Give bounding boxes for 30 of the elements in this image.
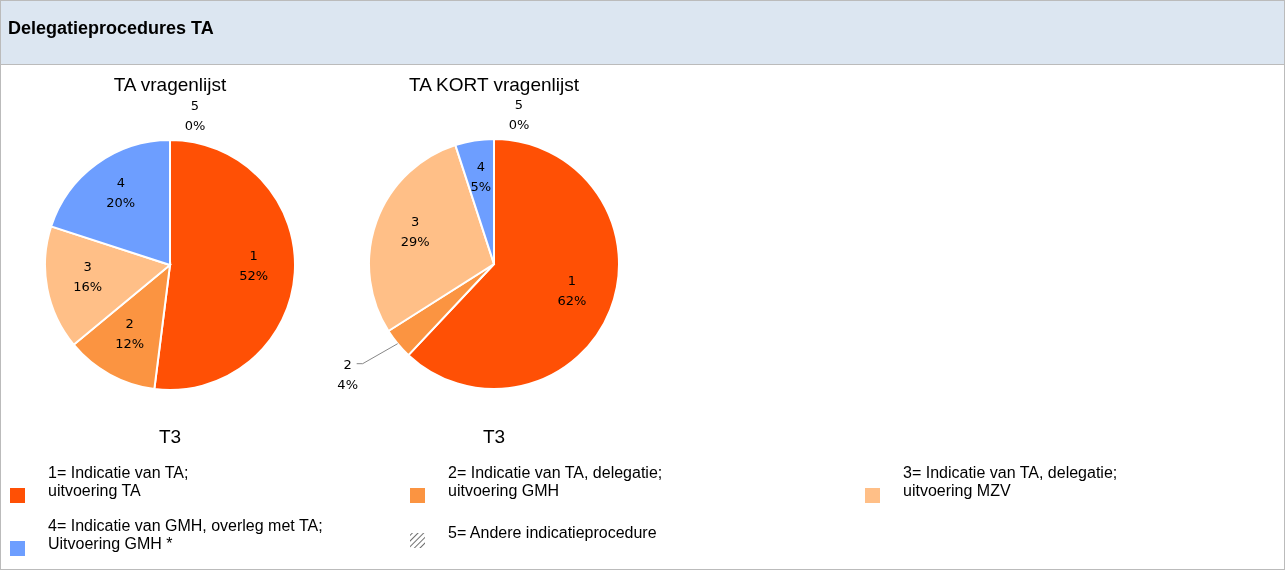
text: 5= Andere indicatieprocedure — [448, 524, 657, 541]
category-label: 5 — [514, 96, 524, 112]
text: 1= Indicatie van TA; uitvoering TA — [48, 464, 189, 499]
data-label: 12% — [115, 336, 145, 352]
text: 2= Indicatie van TA, delegatie; uitvoering GMH — [448, 464, 663, 499]
data-label: 52% — [239, 268, 269, 284]
chart-title: TA KORT vragenlijst — [408, 74, 580, 95]
text: T3 — [482, 426, 506, 447]
text: 0% — [508, 116, 530, 132]
data-label: 62% — [557, 292, 587, 308]
data-label: 16% — [73, 278, 103, 294]
slice-label: 3 — [83, 258, 92, 274]
slice-label: 2 — [125, 316, 134, 332]
text: Delegatieprocedures TA — [8, 18, 214, 38]
text: T3 — [158, 426, 182, 447]
text: 3= Indicatie van TA, delegatie; uitvoering MZV — [903, 464, 1118, 499]
slice-label: 4 — [476, 159, 486, 175]
slice-label: 4 — [116, 175, 125, 191]
category-label: 5 — [190, 97, 200, 113]
chart-title: TA vragenlijst — [113, 74, 228, 95]
text: 0% — [184, 117, 206, 133]
data-label: 4% — [337, 376, 358, 392]
slice-label: 1 — [567, 272, 577, 288]
slice-label: 1 — [249, 248, 258, 264]
text: 4= Indicatie van GMH, overleg met TA; Uitvoering GMH * — [48, 517, 323, 552]
data-label: 5% — [470, 179, 492, 195]
slice-label: 2 — [343, 356, 352, 372]
data-label: 29% — [400, 233, 430, 249]
data-label: 20% — [106, 195, 136, 211]
slice-label: 3 — [411, 213, 420, 229]
